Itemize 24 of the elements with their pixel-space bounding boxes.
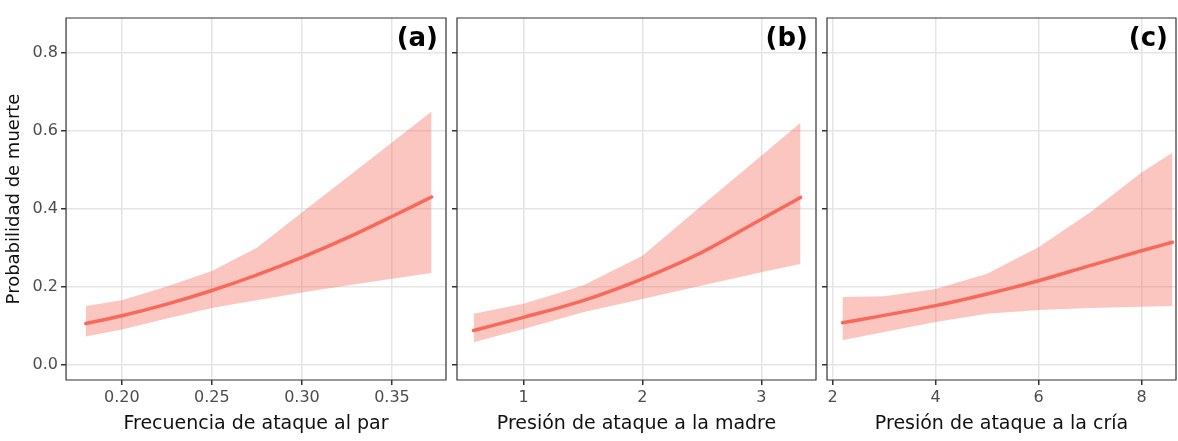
line-series [84, 195, 434, 326]
y-tick-label: 0.6 [32, 120, 59, 140]
x-axis-title: Frecuencia de ataque al par [123, 410, 389, 433]
x-tick-label: 0.20 [104, 386, 140, 406]
y-tick-label: 0.4 [32, 197, 59, 217]
y-tick-label: 0.2 [32, 275, 59, 295]
x-axis-title: Presión de ataque a la madre [496, 410, 777, 433]
x-tick-label: 1 [518, 386, 529, 406]
x-tick-label: 6 [1033, 386, 1044, 406]
x-tick-label: 2 [637, 386, 648, 406]
x-tick-label: 8 [1136, 386, 1147, 406]
y-axis-title: Probabilidad de muerte [2, 93, 24, 305]
x-tick-label: 0.30 [284, 386, 320, 406]
y-tick-label: 0.0 [32, 353, 59, 373]
y-tick-label: 0.8 [32, 42, 59, 62]
x-tick-label: 4 [930, 386, 941, 406]
x-axis-title: Presión de ataque a la cría [874, 410, 1129, 433]
x-tick-label: 2 [827, 386, 838, 406]
x-tick-label: 3 [756, 386, 767, 406]
annotation: (a) [396, 21, 438, 52]
annotation: (c) [1128, 21, 1168, 52]
x-tick-label: 0.25 [194, 386, 230, 406]
x-tick-label: 0.35 [374, 386, 410, 406]
annotation: (b) [765, 21, 808, 52]
